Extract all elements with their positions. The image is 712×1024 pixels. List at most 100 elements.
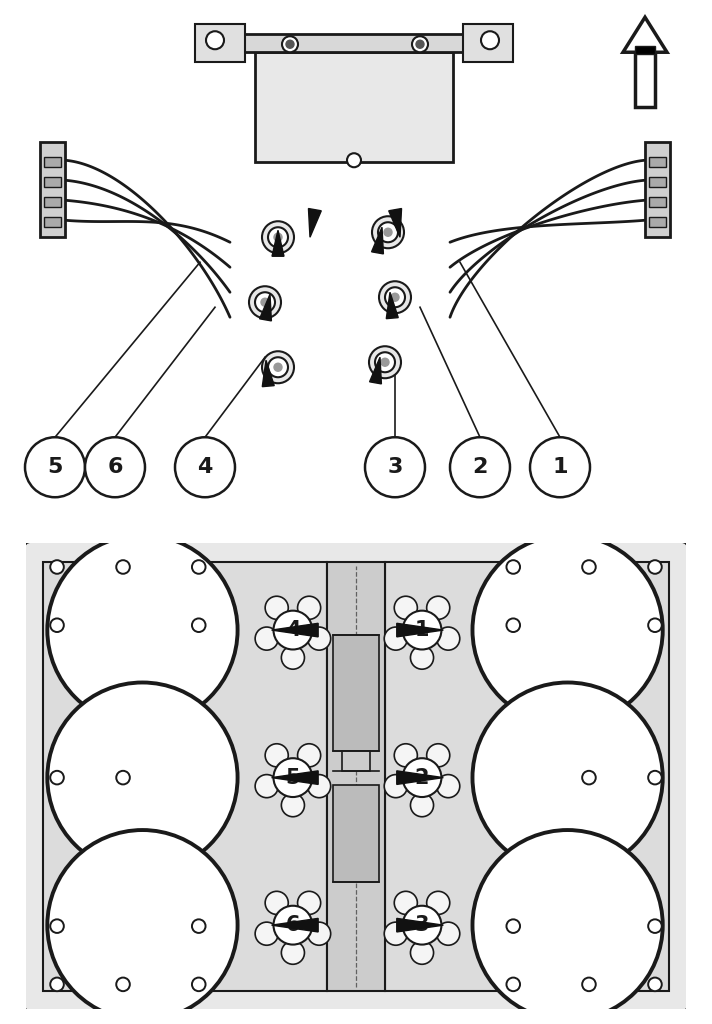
Circle shape: [582, 771, 596, 784]
Bar: [649, 198, 666, 207]
Bar: [649, 158, 666, 167]
Circle shape: [249, 287, 281, 318]
Circle shape: [385, 288, 405, 307]
Circle shape: [308, 627, 330, 650]
Circle shape: [192, 920, 206, 933]
Polygon shape: [271, 919, 318, 932]
Polygon shape: [397, 771, 444, 784]
Circle shape: [116, 771, 130, 784]
Circle shape: [116, 978, 130, 991]
Circle shape: [394, 743, 417, 767]
Polygon shape: [623, 17, 667, 52]
Bar: [649, 217, 666, 227]
Bar: [40, 142, 65, 238]
Circle shape: [402, 906, 441, 944]
Circle shape: [51, 920, 64, 933]
Polygon shape: [397, 624, 444, 637]
Circle shape: [648, 978, 661, 991]
Circle shape: [268, 227, 288, 247]
Circle shape: [192, 618, 206, 632]
Circle shape: [506, 618, 520, 632]
Bar: [327, 562, 385, 991]
Circle shape: [381, 358, 389, 367]
Bar: [635, 52, 655, 108]
Text: 6: 6: [108, 458, 122, 477]
Circle shape: [412, 36, 428, 52]
Circle shape: [426, 743, 450, 767]
Bar: [649, 177, 666, 187]
Circle shape: [506, 920, 520, 933]
Text: 2: 2: [415, 768, 429, 787]
Text: 3: 3: [387, 458, 403, 477]
Circle shape: [473, 830, 663, 1020]
Text: 4: 4: [197, 458, 213, 477]
Bar: [44, 217, 61, 227]
Circle shape: [394, 596, 417, 620]
Circle shape: [274, 233, 282, 242]
Bar: [240, 34, 466, 52]
Circle shape: [298, 891, 320, 914]
Bar: [333, 635, 379, 752]
Circle shape: [51, 771, 64, 784]
Bar: [645, 142, 670, 238]
Polygon shape: [262, 360, 274, 387]
Circle shape: [384, 228, 392, 237]
Circle shape: [47, 682, 238, 872]
Circle shape: [192, 978, 206, 991]
Circle shape: [384, 923, 407, 945]
Text: 1: 1: [553, 458, 567, 477]
Circle shape: [648, 920, 661, 933]
Circle shape: [582, 560, 596, 573]
Circle shape: [347, 154, 361, 167]
Circle shape: [273, 906, 313, 944]
Circle shape: [206, 32, 224, 49]
Bar: [385, 562, 669, 991]
Circle shape: [286, 40, 294, 48]
Circle shape: [506, 560, 520, 573]
Circle shape: [384, 774, 407, 798]
FancyBboxPatch shape: [22, 541, 690, 1013]
Polygon shape: [387, 292, 398, 318]
Circle shape: [506, 978, 520, 991]
Circle shape: [255, 627, 278, 650]
Circle shape: [426, 891, 450, 914]
Circle shape: [265, 596, 288, 620]
Circle shape: [410, 794, 434, 817]
Polygon shape: [271, 771, 318, 784]
Circle shape: [255, 292, 275, 312]
Bar: [342, 752, 370, 771]
Circle shape: [648, 771, 661, 784]
Polygon shape: [260, 294, 271, 321]
Circle shape: [51, 978, 64, 991]
Circle shape: [298, 596, 320, 620]
Circle shape: [473, 682, 663, 872]
Circle shape: [262, 351, 294, 383]
Circle shape: [365, 437, 425, 498]
Circle shape: [116, 560, 130, 573]
Circle shape: [261, 298, 269, 306]
Circle shape: [268, 357, 288, 377]
Circle shape: [426, 596, 450, 620]
Circle shape: [265, 891, 288, 914]
Circle shape: [281, 941, 305, 965]
Polygon shape: [389, 209, 402, 238]
Circle shape: [298, 743, 320, 767]
Circle shape: [384, 627, 407, 650]
Circle shape: [255, 923, 278, 945]
Circle shape: [265, 743, 288, 767]
Circle shape: [410, 941, 434, 965]
Polygon shape: [271, 624, 318, 637]
Bar: [43, 562, 327, 991]
Circle shape: [175, 437, 235, 498]
Circle shape: [394, 891, 417, 914]
Circle shape: [85, 437, 145, 498]
Circle shape: [308, 774, 330, 798]
Text: 5: 5: [47, 458, 63, 477]
Circle shape: [648, 560, 661, 573]
Bar: [44, 158, 61, 167]
Circle shape: [379, 282, 411, 313]
Circle shape: [25, 437, 85, 498]
Circle shape: [402, 610, 441, 649]
Bar: [255, 52, 453, 162]
Circle shape: [436, 627, 460, 650]
